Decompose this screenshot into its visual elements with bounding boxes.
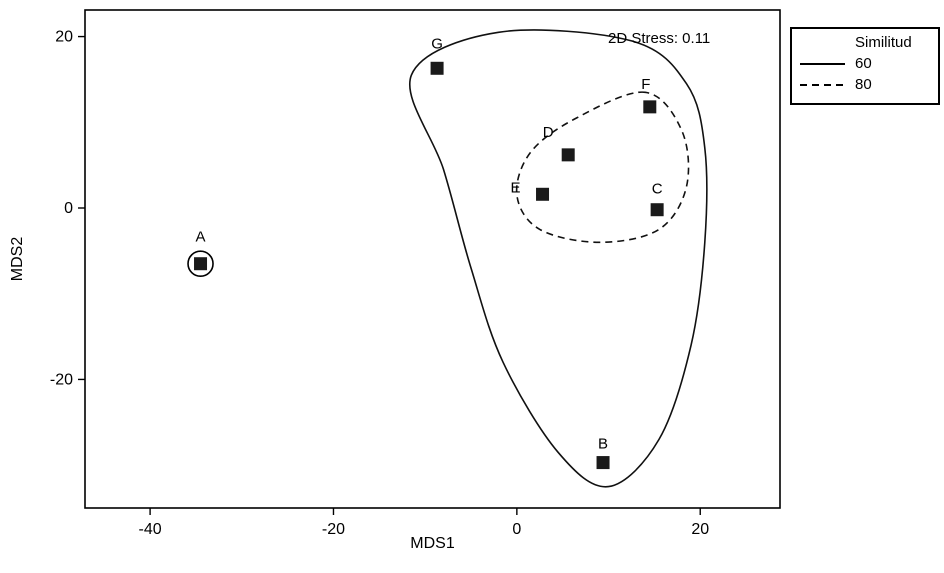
point-label-D: D xyxy=(543,124,554,141)
y-tick-label: 0 xyxy=(64,200,73,217)
point-marker-E xyxy=(536,187,550,201)
plot-frame xyxy=(84,9,781,509)
point-marker-F xyxy=(643,100,657,114)
stress-annotation: 2D Stress: 0.11 xyxy=(608,30,711,47)
legend-box: Similitud 60 80 xyxy=(790,27,940,105)
cluster-circle-A xyxy=(187,250,214,278)
legend-entries: 60 80 xyxy=(800,53,930,95)
legend-entry-label: 80 xyxy=(855,76,872,93)
legend-entry-60: 60 xyxy=(800,53,930,74)
similarity-contour-60 xyxy=(409,29,708,488)
x-tick-label: 20 xyxy=(691,521,709,538)
legend-line-dashed xyxy=(800,83,845,86)
point-marker-C xyxy=(650,203,664,217)
legend-title: Similitud xyxy=(855,34,912,51)
legend-entry-label: 60 xyxy=(855,55,872,72)
point-label-E: E xyxy=(511,179,521,196)
point-label-A: A xyxy=(196,229,206,246)
y-tick-label: -20 xyxy=(50,371,73,388)
point-marker-G xyxy=(430,61,444,75)
x-axis-label: MDS1 xyxy=(410,535,455,552)
point-marker-D xyxy=(561,148,575,162)
similarity-contour-80 xyxy=(515,91,690,244)
point-label-B: B xyxy=(598,436,608,453)
x-tick-label: -20 xyxy=(322,521,345,538)
point-label-F: F xyxy=(641,76,650,93)
y-axis-label: MDS2 xyxy=(9,236,26,282)
x-tick-label: -40 xyxy=(139,521,162,538)
point-marker-A xyxy=(194,257,208,271)
legend-entry-80: 80 xyxy=(800,74,930,95)
point-label-C: C xyxy=(652,181,663,198)
point-marker-B xyxy=(596,456,610,470)
legend-line-solid xyxy=(800,62,845,65)
x-tick-label: 0 xyxy=(512,521,521,538)
point-label-G: G xyxy=(431,35,443,52)
y-tick-label: 20 xyxy=(55,29,73,46)
